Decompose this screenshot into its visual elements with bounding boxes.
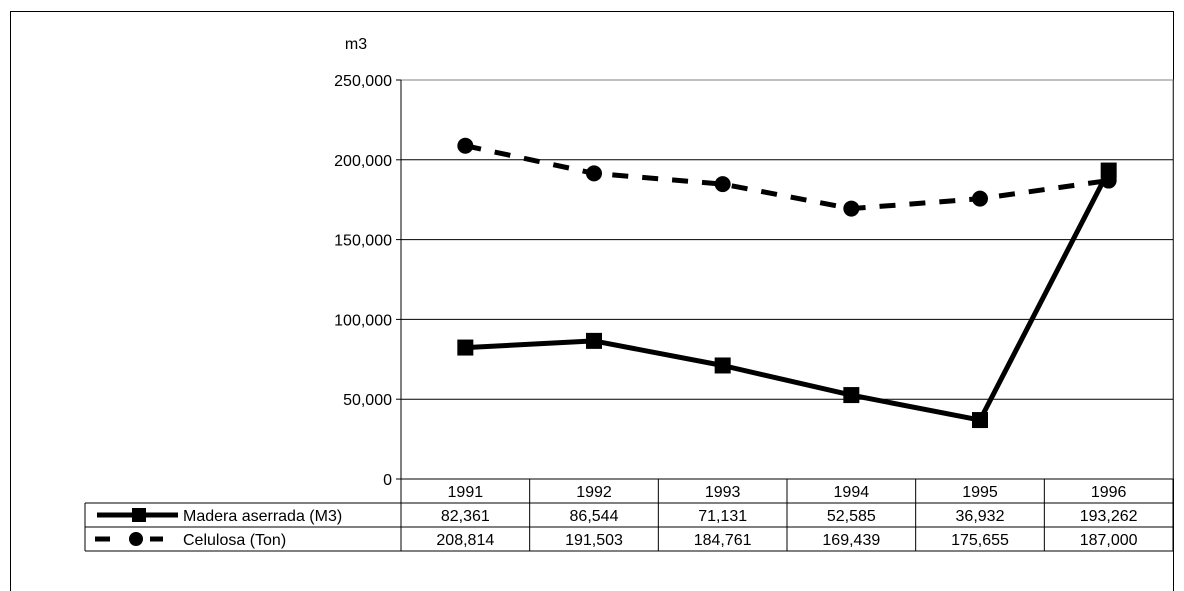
x-category-label: 1992 (576, 484, 612, 501)
table-value-cell: 208,814 (436, 532, 494, 549)
table-value-cell: 36,932 (956, 508, 1005, 525)
data-point-square (1100, 162, 1117, 179)
table-value-cell: 71,131 (698, 508, 747, 525)
data-point-square (457, 339, 474, 356)
series-line-madera (465, 169, 1111, 423)
table-value-cell: 169,439 (822, 532, 880, 549)
table-value-cell: 82,361 (441, 508, 490, 525)
x-category-label: 1994 (834, 484, 870, 501)
y-tick-label: 150,000 (334, 233, 392, 250)
data-table: 1991 1992 1993 1994 1995 1996 Madera aserrada … (84, 478, 1174, 552)
y-axis: 0 50,000 100,000 150,000 200,000 250,000 (334, 73, 402, 489)
table-value-cell: 193,262 (1080, 508, 1138, 525)
x-category-label: 1993 (705, 484, 741, 501)
plot-area (400, 79, 1174, 480)
y-axis-title: m3 (345, 36, 367, 53)
y-tick-label: 250,000 (334, 73, 392, 90)
x-category-label: 1995 (962, 484, 998, 501)
x-category-label: 1991 (448, 484, 484, 501)
data-point-square (714, 357, 731, 374)
data-point-circle (843, 200, 860, 217)
legend-key-marker (129, 532, 143, 546)
legend-series-name: Madera aserrada (M3) (183, 508, 342, 525)
table-value-cell: 187,000 (1080, 532, 1138, 549)
table-value-cell: 52,585 (827, 508, 876, 525)
data-point-circle (972, 190, 988, 207)
y-tick-label: 100,000 (334, 312, 392, 329)
table-value-cell: 184,761 (694, 532, 752, 549)
x-category-label: 1996 (1091, 484, 1127, 501)
table-value-cell: 175,655 (951, 532, 1009, 549)
y-tick-label: 0 (383, 472, 392, 489)
data-point-square (586, 332, 602, 349)
data-point-circle (457, 137, 474, 154)
data-point-square (843, 387, 860, 404)
table-value-cell: 191,503 (565, 532, 623, 549)
legend-series-name: Celulosa (Ton) (183, 532, 286, 549)
series-line-celulosa (464, 143, 1110, 212)
y-tick-label: 50,000 (343, 392, 392, 409)
series-lines (457, 137, 1117, 429)
data-point-circle (586, 165, 602, 182)
data-point-square (972, 412, 988, 429)
legend-key-marker (132, 508, 146, 522)
y-tick-label: 200,000 (334, 153, 392, 170)
table-value-cell: 86,544 (570, 508, 619, 525)
data-point-circle (714, 176, 731, 193)
